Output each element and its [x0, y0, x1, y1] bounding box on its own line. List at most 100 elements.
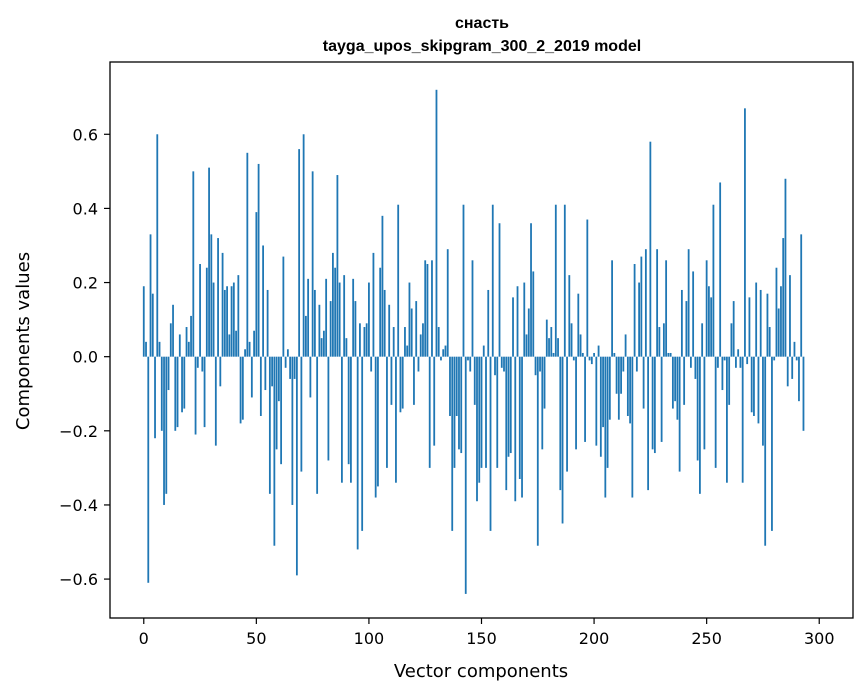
bar	[545, 319, 548, 357]
bar	[518, 356, 521, 479]
bar	[507, 356, 510, 457]
x-tick-label: 250	[691, 629, 722, 648]
bar	[181, 356, 183, 413]
bar	[500, 356, 503, 368]
bar	[413, 356, 415, 405]
bar	[230, 286, 233, 357]
bar	[415, 301, 418, 357]
bar	[476, 356, 478, 502]
bar	[494, 356, 496, 376]
bar	[782, 238, 785, 357]
bar	[379, 267, 382, 357]
bar	[449, 356, 451, 416]
bar	[635, 356, 638, 372]
bar	[257, 163, 260, 357]
bar	[455, 356, 458, 416]
bar	[741, 356, 744, 483]
bar	[446, 249, 449, 357]
bar	[649, 141, 652, 357]
bar	[597, 345, 600, 357]
x-axis-ticks: 0 50 100 150 200 250 300	[139, 618, 835, 648]
bar	[611, 260, 613, 357]
bar	[174, 356, 177, 431]
bar	[692, 271, 695, 357]
bar	[149, 234, 152, 357]
bar	[795, 356, 798, 361]
bar	[608, 356, 611, 420]
bar	[626, 356, 629, 416]
bar	[210, 234, 213, 357]
y-tick-label: −0.4	[59, 496, 98, 515]
bar	[496, 356, 499, 468]
bar	[516, 286, 519, 357]
bar	[354, 301, 357, 357]
bar	[235, 330, 237, 357]
bar	[196, 356, 199, 368]
bar	[647, 356, 650, 491]
bar	[658, 327, 661, 357]
bar	[341, 356, 343, 483]
bar	[214, 356, 217, 446]
x-tick-label: 150	[466, 629, 497, 648]
bar	[370, 356, 373, 372]
bar	[151, 293, 154, 357]
bar	[262, 245, 264, 357]
bar	[223, 289, 226, 357]
bar	[712, 204, 715, 357]
bar	[145, 341, 147, 357]
bar	[183, 356, 186, 409]
bar	[705, 260, 708, 357]
bar	[399, 356, 402, 413]
bar	[786, 356, 789, 387]
bar	[708, 286, 710, 357]
bar	[599, 356, 602, 457]
bars-group	[142, 89, 805, 594]
bar	[685, 301, 688, 357]
bar	[536, 356, 539, 546]
y-tick-label: 0.4	[73, 199, 98, 218]
y-axis-ticks: −0.6 −0.4 −0.2 0.0 0.2 0.4 0.6	[59, 125, 110, 589]
bar	[548, 338, 550, 357]
bar	[255, 212, 258, 357]
bar	[275, 356, 278, 450]
bar	[199, 264, 201, 357]
bar	[802, 356, 805, 431]
bar	[417, 356, 420, 372]
bar	[444, 345, 447, 357]
bar	[701, 323, 704, 357]
bar	[460, 356, 463, 454]
bar	[613, 352, 616, 357]
bar	[669, 352, 672, 357]
y-tick-label: 0.2	[73, 274, 98, 293]
bar	[142, 286, 145, 357]
bar	[208, 167, 210, 357]
bar	[291, 356, 294, 505]
bar	[534, 356, 537, 376]
bar	[563, 204, 566, 357]
x-tick-label: 0	[139, 629, 149, 648]
bar	[473, 356, 476, 405]
bar	[696, 356, 699, 461]
bar	[694, 356, 697, 379]
bar	[437, 327, 440, 357]
bar	[347, 356, 350, 465]
bar	[602, 356, 604, 428]
bar	[280, 356, 283, 465]
bar	[386, 356, 388, 468]
bar	[541, 356, 544, 450]
bar	[467, 356, 469, 361]
bar	[426, 264, 429, 357]
bar	[687, 249, 690, 357]
x-axis-label: Vector components	[394, 661, 568, 682]
bar	[699, 356, 701, 494]
bar	[244, 349, 246, 357]
bar	[424, 260, 427, 357]
bar	[212, 282, 215, 357]
bar	[530, 223, 532, 357]
y-tick-label: −0.2	[59, 422, 98, 441]
bar	[352, 278, 355, 357]
bar	[590, 356, 593, 365]
bar	[397, 204, 400, 357]
y-tick-label: −0.6	[59, 570, 98, 589]
bar	[485, 356, 487, 468]
